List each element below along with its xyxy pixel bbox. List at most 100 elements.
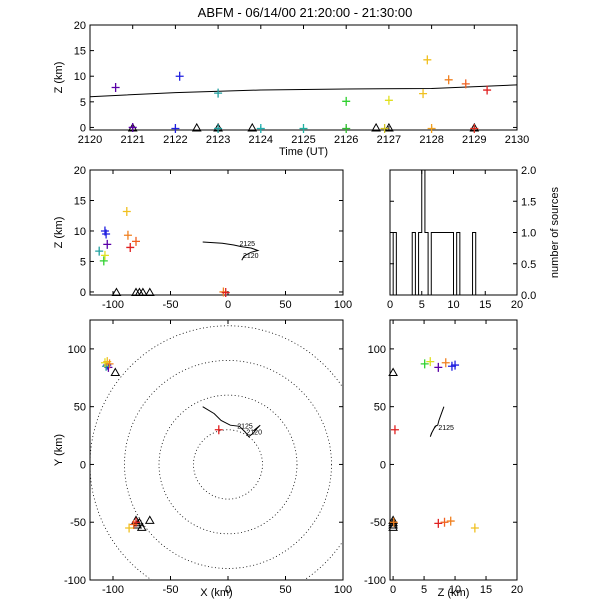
zy-y-axis-tick-label: 0 [380,459,386,471]
source-point [103,239,112,249]
station-marker [136,522,147,531]
source-point [122,206,131,216]
z-axis-tick-label: 20 [74,20,86,32]
zy-y-axis-tick-label: 50 [374,402,386,414]
zy-z-axis-tick-label: 10 [449,584,461,596]
xz-z-axis-tick-label: 5 [80,256,86,268]
station-marker [191,122,202,132]
source-point [102,229,111,239]
z-axis-title: Z (km) [53,62,65,94]
station-marker [388,367,398,376]
xy-y-axis-tick-label: 50 [74,402,86,414]
hist-x-axis-tick-label: 0 [387,299,393,311]
hist-y-axis-title: number of sources [549,186,561,278]
xy-frame [89,319,344,581]
xy-y-axis-tick-label: 100 [68,344,86,356]
source-point [389,517,398,527]
source-point [434,518,443,528]
hist-x-axis-tick-label: 15 [479,299,491,311]
source-point [444,75,453,85]
source-point [440,517,449,527]
source-point [342,123,351,133]
zy-y-axis-tick-label: 100 [368,344,386,356]
source-point [214,88,223,98]
source-point [126,242,135,252]
time-axis-tick-label: 2127 [377,134,401,146]
storm-track [202,241,260,261]
source-point [214,123,223,133]
source-point [384,95,393,105]
xy-x-axis-tick-label: 50 [279,584,291,596]
source-point [380,123,389,133]
xz-x-axis-tick-label: -100 [102,299,124,311]
source-point [434,362,443,372]
xz-z-axis-tick-label: 10 [74,226,86,238]
source-point [342,96,351,106]
station-marker [144,287,155,296]
source-point [95,246,104,256]
track-label: 2125 [438,425,454,432]
hist-y-axis-tick-label: 0.0 [521,290,536,302]
xz-x-axis-tick-label: -50 [163,299,179,311]
source-point [132,236,140,246]
source-point [256,123,265,133]
source-point [171,123,180,133]
track-label: 2120 [243,253,259,260]
hist-y-axis-tick-label: 0.5 [521,259,536,271]
storm-track [429,406,445,437]
source-point [105,359,114,369]
z-axis-tick-label: 0 [80,122,86,134]
station-marker [388,522,398,531]
source-point [419,89,428,99]
source-point [451,360,460,370]
source-point [446,516,455,526]
station-marker [388,520,398,529]
chart-title: ABFM - 06/14/00 21:20:00 - 21:30:00 [198,5,413,20]
xy-x-axis-tick-label: 0 [225,584,231,596]
source-point [99,256,108,266]
source-point [214,425,223,435]
source-point [390,425,399,435]
storm-track [202,406,261,438]
xy-x-axis-tick-label: -50 [163,584,179,596]
station-marker [371,122,381,132]
track-label: 2125 [240,241,256,248]
station-marker [111,287,122,296]
time-axis-tick-label: 2130 [505,134,529,146]
source-point [441,358,450,368]
xz-z-axis-title: Z (km) [53,217,65,249]
source-point [423,55,432,65]
source-point [483,85,492,95]
source-point [125,523,134,533]
xz-x-axis-tick-label: 100 [334,299,352,311]
range-ring [193,429,263,500]
zy-z-axis-tick-label: 0 [390,584,396,596]
zy-z-axis-tick-label: 20 [511,584,523,596]
hist-y-axis-tick-label: 1.0 [521,228,536,240]
xz-z-axis-tick-label: 20 [74,165,86,177]
time-axis-tick-label: 2125 [291,134,315,146]
xy-y-axis-tick-label: -100 [64,575,86,587]
xz-x-axis-tick-label: 0 [225,299,231,311]
z-axis-tick-label: 10 [74,71,86,83]
xy-y-axis-tick-label: 0 [80,459,86,471]
xy-x-axis-tick-label: 100 [334,584,352,596]
source-point [461,79,470,89]
xz-frame [89,169,344,296]
z-axis-tick-label: 15 [74,46,86,58]
source-point [426,357,435,367]
zy-z-axis-tick-label: 15 [480,584,492,596]
source-point [100,250,109,260]
source-point [128,122,137,132]
source-point [123,230,132,240]
station-marker [144,515,155,524]
source-point [175,71,184,81]
zy-frame [389,319,518,581]
hist-x-axis-tick-label: 5 [419,299,425,311]
source-point [470,123,479,133]
source-point [470,523,479,533]
xz-x-axis-tick-label: 50 [279,299,291,311]
xy-y-axis-tick-label: -50 [70,517,86,529]
